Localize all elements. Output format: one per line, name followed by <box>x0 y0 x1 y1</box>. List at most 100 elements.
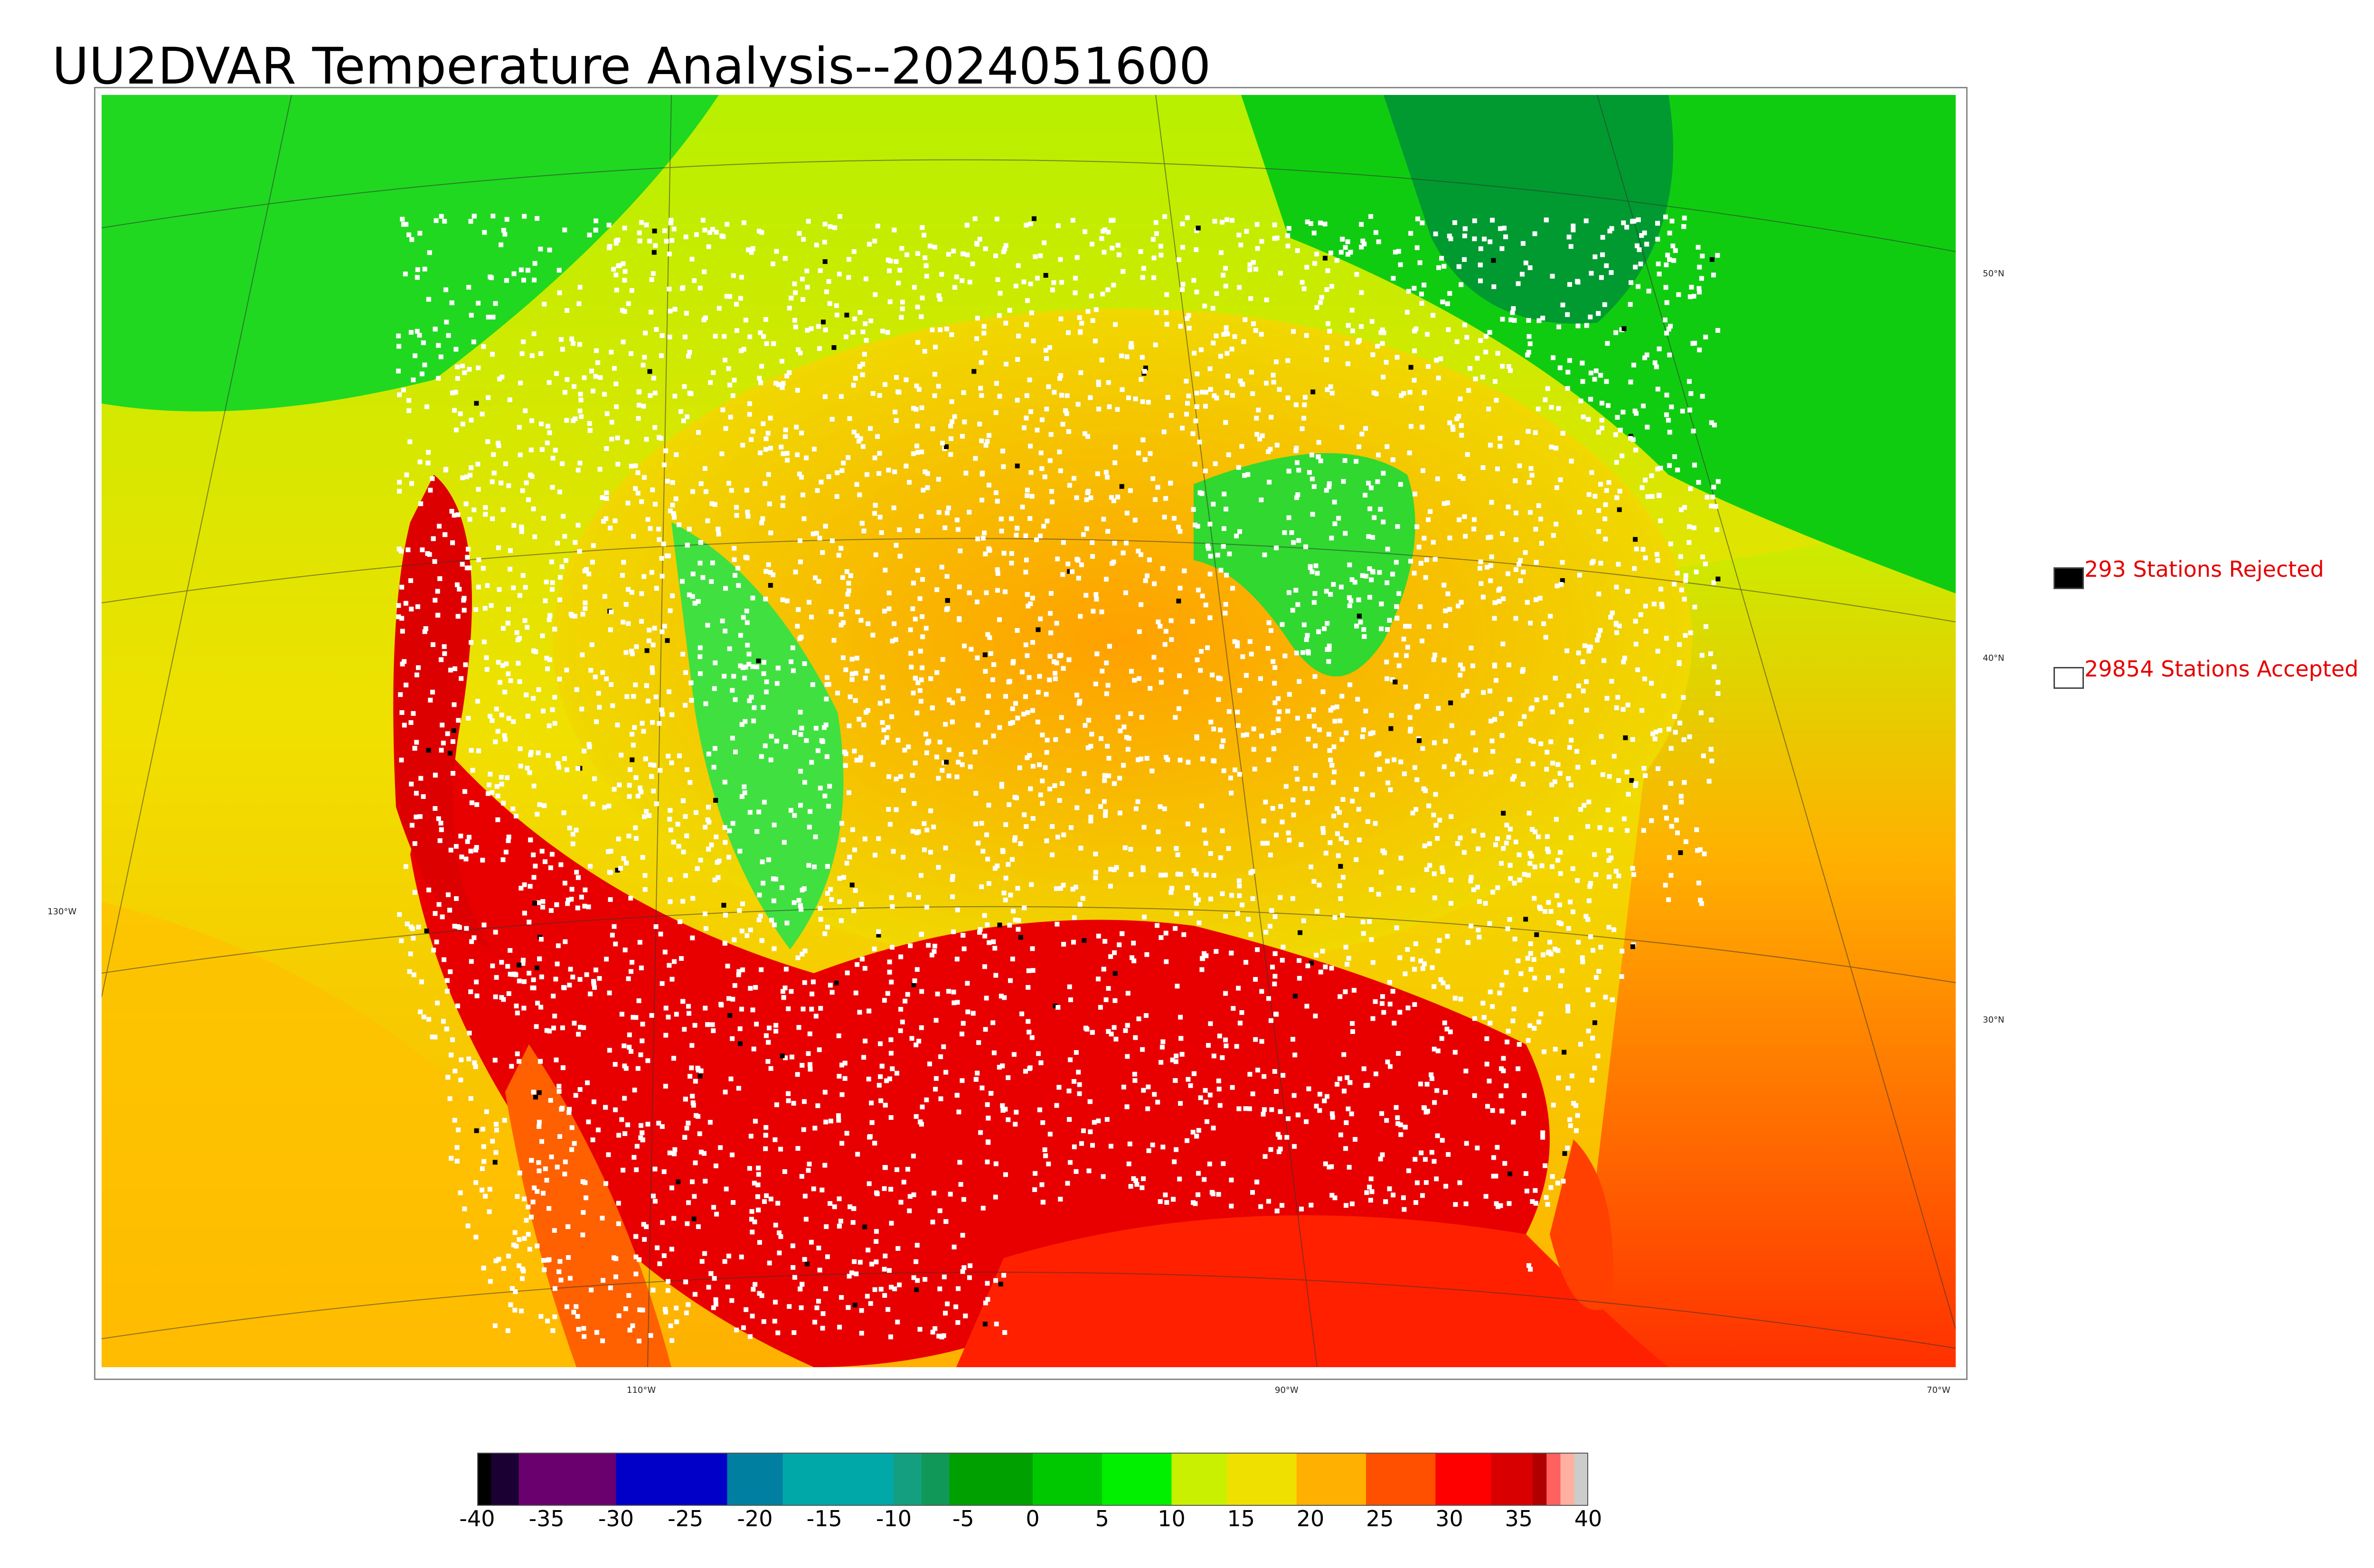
station-dot <box>945 510 950 516</box>
station-dot <box>579 414 584 419</box>
station-dot <box>556 943 561 948</box>
station-dot <box>1064 411 1069 416</box>
station-dot <box>1332 521 1338 526</box>
station-dot <box>1013 1122 1018 1127</box>
station-dot <box>1715 253 1720 258</box>
station-dot <box>592 1099 596 1104</box>
station-dot <box>1323 1161 1328 1166</box>
station-dot <box>754 664 759 669</box>
station-dot <box>787 370 792 375</box>
station-dot <box>945 598 950 603</box>
station-dot <box>469 313 474 318</box>
station-dot <box>1136 451 1141 456</box>
station-dot <box>1295 460 1300 465</box>
station-dot <box>434 939 439 945</box>
station-dot <box>944 574 950 579</box>
station-dot <box>662 462 667 468</box>
station-dot <box>852 1303 857 1308</box>
station-dot <box>493 1258 499 1263</box>
station-dot <box>886 807 891 812</box>
station-dot <box>573 1093 578 1098</box>
station-dot <box>1165 757 1170 762</box>
station-dot <box>1379 1111 1385 1116</box>
station-dot <box>535 1243 540 1249</box>
station-dot <box>609 682 614 687</box>
station-dot <box>1602 516 1608 521</box>
station-dot <box>622 1043 627 1049</box>
station-dot <box>534 1024 539 1029</box>
station-dot <box>835 470 840 475</box>
station-dot <box>1041 524 1046 529</box>
station-dot <box>925 485 930 490</box>
station-dot <box>824 696 829 702</box>
station-dot <box>828 983 833 988</box>
station-dot <box>1501 1068 1506 1073</box>
station-dot <box>612 924 617 929</box>
station-dot <box>1566 776 1571 781</box>
station-dot <box>1413 765 1417 770</box>
station-dot <box>1180 244 1185 250</box>
station-dot <box>1608 615 1613 620</box>
station-dot <box>923 1277 928 1282</box>
station-dot <box>1711 580 1716 585</box>
station-dot <box>1341 1052 1347 1057</box>
station-dot <box>1663 214 1668 219</box>
station-dot <box>697 561 703 566</box>
station-dot <box>983 551 988 556</box>
station-dot <box>1272 700 1278 705</box>
station-dot <box>730 1036 735 1041</box>
station-dot <box>916 387 922 392</box>
station-dot <box>490 516 495 521</box>
station-dot <box>777 1230 782 1235</box>
station-dot <box>999 781 1004 787</box>
station-dot <box>1268 1018 1273 1023</box>
station-dot <box>1655 236 1660 242</box>
station-dot <box>707 230 713 235</box>
station-dot <box>1525 600 1530 605</box>
station-dot <box>726 366 731 371</box>
station-dot <box>1161 429 1167 434</box>
station-dot <box>1668 873 1674 878</box>
station-dot <box>1687 379 1692 384</box>
station-dot <box>414 814 419 819</box>
station-dot <box>837 272 842 277</box>
station-dot <box>994 216 999 222</box>
station-dot <box>1478 559 1483 564</box>
station-dot <box>485 583 490 588</box>
station-dot <box>1633 264 1638 270</box>
station-dot <box>1439 1036 1444 1041</box>
station-dot <box>788 807 793 813</box>
station-dot <box>1085 434 1090 439</box>
station-dot <box>1504 841 1509 845</box>
station-dot <box>474 993 480 998</box>
station-dot <box>795 1146 801 1151</box>
station-dot <box>472 1060 477 1065</box>
station-dot <box>1384 1118 1389 1123</box>
station-dot <box>1230 218 1234 223</box>
station-dot <box>684 833 689 838</box>
station-dot <box>680 579 685 584</box>
station-dot <box>1162 642 1168 647</box>
station-dot <box>548 1098 553 1103</box>
station-dot <box>667 286 672 291</box>
station-dot <box>1188 1083 1193 1088</box>
station-dot <box>1554 485 1559 490</box>
station-dot <box>1607 774 1612 779</box>
station-dot <box>1399 393 1404 398</box>
station-dot <box>1272 1069 1277 1074</box>
station-dot <box>1294 650 1299 656</box>
station-dot <box>1440 869 1445 874</box>
station-dot <box>1642 230 1647 235</box>
station-dot <box>1121 724 1127 730</box>
station-dot <box>747 810 753 815</box>
station-dot <box>1022 812 1027 817</box>
station-dot <box>1506 1029 1511 1034</box>
station-dot <box>819 479 824 485</box>
station-dot <box>886 591 892 595</box>
station-dot <box>820 1311 826 1316</box>
station-dot <box>1175 852 1180 857</box>
station-dot <box>455 364 460 369</box>
station-dot <box>1229 1177 1234 1183</box>
station-dot <box>744 933 750 938</box>
station-dot <box>1683 573 1688 578</box>
